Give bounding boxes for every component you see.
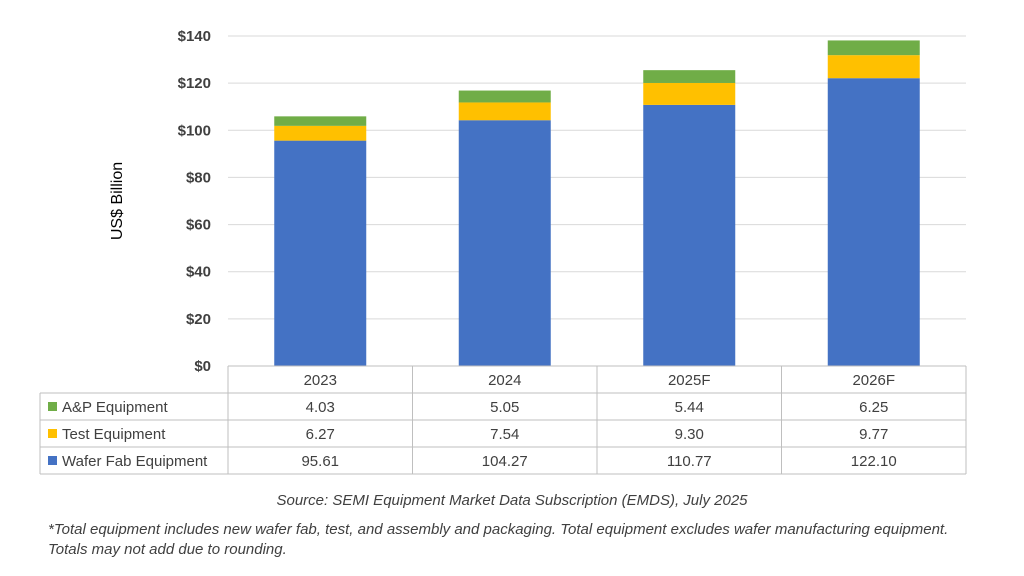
x-category-label: 2026F [852,372,895,389]
bar-segment [274,116,367,126]
legend-swatch [48,456,57,465]
footnote: *Total equipment includes new wafer fab,… [48,521,949,558]
legend-swatch [48,429,57,438]
data-table-value: 4.03 [306,399,335,416]
bar-segment [458,102,551,121]
source-note: Source: SEMI Equipment Market Data Subsc… [276,492,748,509]
x-category-label: 2023 [304,372,337,389]
legend-swatch [48,402,57,411]
bar-segment [827,78,920,366]
data-table-value: 6.27 [306,426,335,443]
y-tick-label: $40 [186,264,211,281]
bar-segment [643,104,736,366]
x-category-label: 2025F [668,372,711,389]
bar-segment [827,55,920,79]
data-table-value: 104.27 [482,453,528,470]
x-category-label: 2024 [488,372,521,389]
bar-segment [827,40,920,56]
data-table-value: 6.25 [859,399,888,416]
data-table-value: 9.30 [675,426,704,443]
data-table-value: 122.10 [851,453,897,470]
y-tick-label: $20 [186,311,211,328]
bar-segment [643,82,736,105]
y-tick-label: $140 [178,28,211,45]
data-table-value: 5.44 [675,399,704,416]
legend-entry: Wafer Fab Equipment [62,453,208,470]
y-tick-label: $120 [178,75,211,92]
bar-segment [458,120,551,367]
data-table-value: 110.77 [667,453,712,470]
legend-entry: A&P Equipment [62,399,168,416]
y-tick-label: $80 [186,169,211,186]
data-table-value: 95.61 [301,453,339,470]
y-tick-label: $0 [194,358,211,375]
bar-segment [274,140,367,366]
y-axis-label: US$ Billion [109,162,126,240]
y-tick-label: $100 [178,122,211,139]
data-table-value: 7.54 [490,426,519,443]
data-table-value: 9.77 [859,426,888,443]
y-tick-label: $60 [186,217,211,234]
bar-segment [643,70,736,83]
bar-segment [458,90,551,103]
bar-segment [274,125,367,141]
legend-entry: Test Equipment [62,426,166,443]
data-table-value: 5.05 [490,399,519,416]
